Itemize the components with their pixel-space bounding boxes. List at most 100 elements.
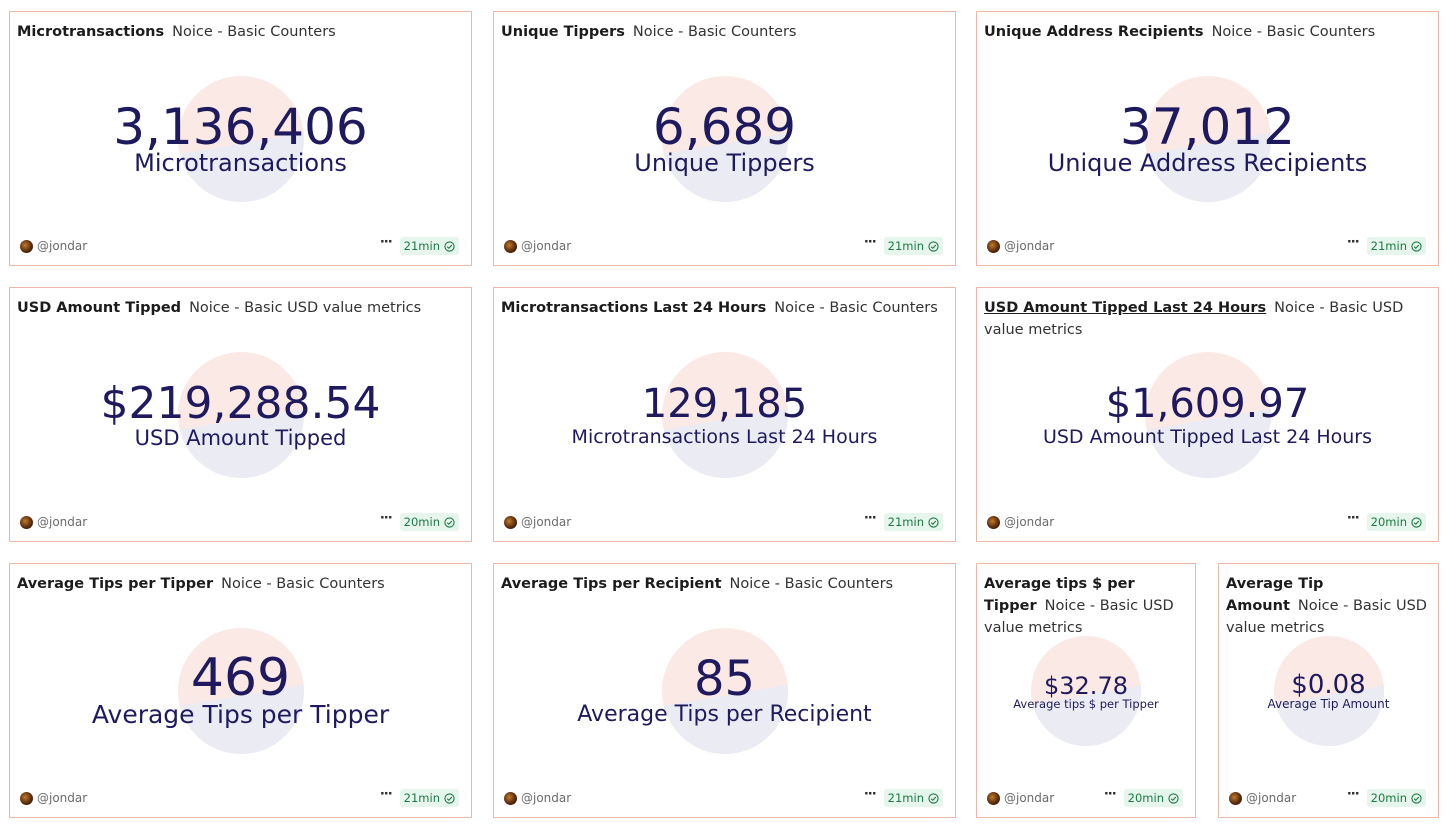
decorative-circle	[661, 628, 788, 754]
metric-caption: Microtransactions Last 24 Hours	[571, 426, 878, 448]
card-subtitle[interactable]: Noice - Basic USD value metrics	[189, 300, 422, 316]
author-link[interactable]: @jondar	[987, 515, 1054, 529]
refresh-status-badge[interactable]: 21min	[399, 789, 459, 807]
check-circle-icon	[928, 792, 939, 804]
refresh-age: 21min	[403, 239, 440, 253]
refresh-age: 20min	[1370, 515, 1407, 529]
decorative-circle	[177, 76, 304, 202]
avatar	[20, 515, 33, 529]
card-subtitle[interactable]: Noice - Basic USD value metrics	[984, 300, 1404, 338]
decorative-circle	[1031, 636, 1141, 746]
card-subtitle[interactable]: Noice - Basic Counters	[1211, 24, 1376, 40]
more-options-icon[interactable]: ···	[1346, 787, 1360, 802]
card-title[interactable]: Average Tip Amount	[1226, 576, 1324, 614]
counter-card-microtransactions[interactable]: Microtransactions Noice - Basic Counters …	[9, 11, 472, 266]
metric-value: 129,185	[641, 381, 808, 427]
counter-card-microtransactions-24h[interactable]: Microtransactions Last 24 Hours Noice - B…	[493, 287, 956, 542]
metric-value: $219,288.54	[100, 378, 381, 429]
more-options-icon[interactable]: ···	[1103, 787, 1117, 802]
refresh-age: 20min	[1127, 791, 1164, 805]
more-options-icon[interactable]: ···	[863, 787, 877, 802]
card-subtitle[interactable]: Noice - Basic Counters	[632, 24, 797, 40]
author-link[interactable]: @jondar	[20, 791, 87, 805]
card-header: Average Tip Amount Noice - Basic USD valu…	[1226, 573, 1428, 639]
refresh-status-badge[interactable]: 21min	[1366, 237, 1426, 255]
avatar	[504, 791, 517, 805]
card-header: USD Amount Tipped Last 24 Hours Noice - B…	[984, 297, 1428, 341]
more-options-icon[interactable]: ···	[1346, 235, 1360, 250]
card-subtitle[interactable]: Noice - Basic Counters	[729, 576, 894, 592]
author-name: @jondar	[37, 791, 88, 805]
refresh-status-badge[interactable]: 21min	[883, 513, 943, 531]
card-title[interactable]: USD Amount Tipped	[17, 300, 182, 316]
check-circle-icon	[1411, 516, 1422, 528]
card-title[interactable]: Microtransactions Last 24 Hours	[501, 300, 767, 316]
author-link[interactable]: @jondar	[504, 791, 571, 805]
card-subtitle[interactable]: Noice - Basic USD value metrics	[984, 598, 1174, 636]
refresh-status-badge[interactable]: 20min	[1366, 513, 1426, 531]
card-title[interactable]: USD Amount Tipped Last 24 Hours	[984, 300, 1267, 316]
author-name: @jondar	[1004, 239, 1055, 253]
card-title[interactable]: Average Tips per Tipper	[17, 576, 214, 592]
card-title[interactable]: Unique Tippers	[501, 24, 625, 40]
counter-card-usd-amount-tipped[interactable]: USD Amount Tipped Noice - Basic USD value…	[9, 287, 472, 542]
refresh-status-badge[interactable]: 21min	[399, 237, 459, 255]
more-options-icon[interactable]: ···	[379, 235, 393, 250]
refresh-status-badge[interactable]: 20min	[1366, 789, 1426, 807]
author-link[interactable]: @jondar	[1229, 791, 1296, 805]
card-title[interactable]: Average tips $ per Tipper	[984, 576, 1135, 614]
card-title[interactable]: Microtransactions	[17, 24, 165, 40]
more-options-icon[interactable]: ···	[379, 787, 393, 802]
avatar	[504, 515, 517, 529]
metric-value: 469	[190, 648, 291, 708]
author-link[interactable]: @jondar	[504, 515, 571, 529]
counter-card-average-tip-amount[interactable]: Average Tip Amount Noice - Basic USD valu…	[1218, 563, 1439, 818]
decorative-circle	[1144, 352, 1271, 478]
decorative-circle	[1273, 636, 1384, 746]
counter-card-average-tips-usd-per-tipper[interactable]: Average tips $ per Tipper Noice - Basic U…	[976, 563, 1196, 818]
check-circle-icon	[1411, 240, 1422, 252]
author-link[interactable]: @jondar	[20, 239, 87, 253]
refresh-status-badge[interactable]: 21min	[883, 237, 943, 255]
author-link[interactable]: @jondar	[504, 239, 571, 253]
author-name: @jondar	[521, 791, 572, 805]
avatar	[20, 791, 33, 805]
more-options-icon[interactable]: ···	[863, 235, 877, 250]
more-options-icon[interactable]: ···	[863, 511, 877, 526]
author-name: @jondar	[37, 515, 88, 529]
avatar	[20, 239, 33, 253]
card-title[interactable]: Unique Address Recipients	[984, 24, 1204, 40]
decorative-circle	[661, 352, 788, 478]
author-link[interactable]: @jondar	[987, 791, 1054, 805]
counter-card-average-tips-per-tipper[interactable]: Average Tips per Tipper Noice - Basic Cou…	[9, 563, 472, 818]
card-title[interactable]: Average Tips per Recipient	[501, 576, 722, 592]
card-subtitle[interactable]: Noice - Basic Counters	[221, 576, 385, 592]
metric-value: 6,689	[652, 98, 797, 156]
card-header: Microtransactions Last 24 Hours Noice - B…	[501, 297, 945, 319]
decorative-circle	[661, 76, 788, 202]
card-header: USD Amount Tipped Noice - Basic USD value…	[17, 297, 461, 319]
refresh-status-badge[interactable]: 20min	[1123, 789, 1183, 807]
check-circle-icon	[928, 240, 939, 252]
counter-card-average-tips-per-recipient[interactable]: Average Tips per Recipient Noice - Basic …	[493, 563, 956, 818]
more-options-icon[interactable]: ···	[1346, 511, 1360, 526]
card-subtitle[interactable]: Noice - Basic Counters	[774, 300, 938, 316]
card-subtitle[interactable]: Noice - Basic USD value metrics	[1226, 598, 1427, 636]
refresh-status-badge[interactable]: 21min	[883, 789, 943, 807]
check-circle-icon	[1168, 792, 1179, 804]
metric-caption: Average Tip Amount	[1267, 697, 1390, 711]
author-name: @jondar	[521, 239, 572, 253]
check-circle-icon	[444, 516, 455, 528]
check-circle-icon	[444, 792, 455, 804]
refresh-status-badge[interactable]: 20min	[399, 513, 459, 531]
author-link[interactable]: @jondar	[987, 239, 1054, 253]
counter-card-unique-address-recipients[interactable]: Unique Address Recipients Noice - Basic C…	[976, 11, 1439, 266]
card-subtitle[interactable]: Noice - Basic Counters	[172, 24, 336, 40]
author-link[interactable]: @jondar	[20, 515, 87, 529]
metric-value: $32.78	[1044, 672, 1128, 700]
metric-value: 37,012	[1120, 98, 1295, 156]
metric-caption: Unique Address Recipients	[1047, 149, 1368, 177]
more-options-icon[interactable]: ···	[379, 511, 393, 526]
counter-card-unique-tippers[interactable]: Unique Tippers Noice - Basic Counters 6,6…	[493, 11, 956, 266]
counter-card-usd-amount-tipped-24h[interactable]: USD Amount Tipped Last 24 Hours Noice - B…	[976, 287, 1439, 542]
